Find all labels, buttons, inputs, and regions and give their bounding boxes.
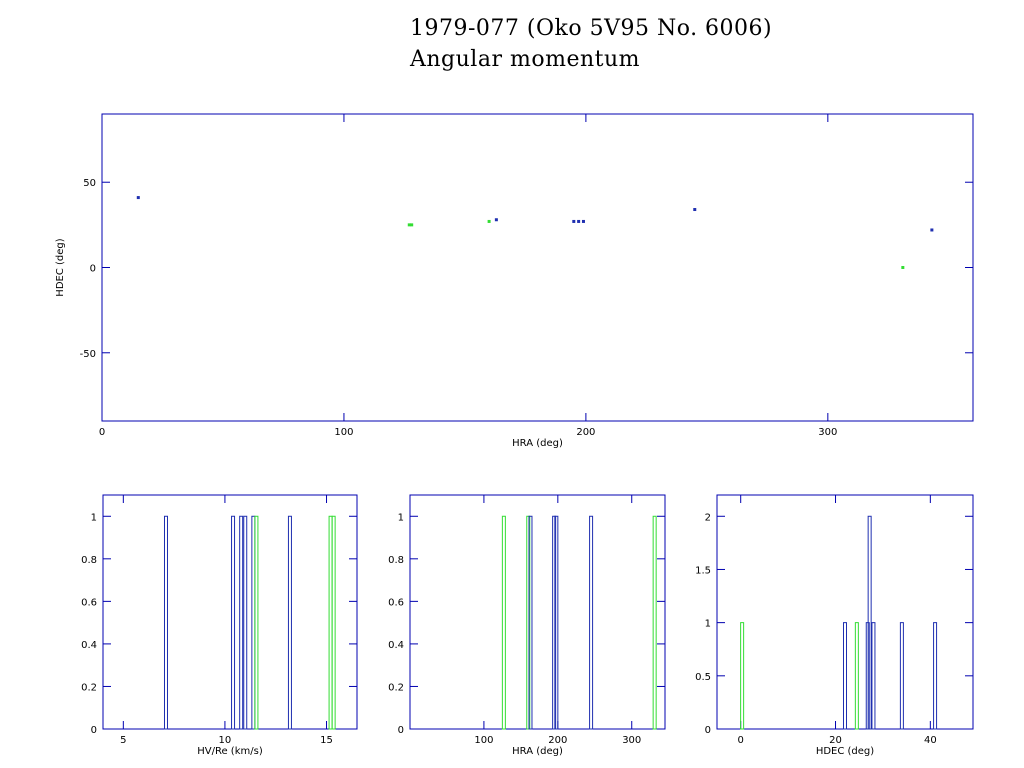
histogram-bar — [243, 515, 248, 730]
x-tick-label: 5 — [120, 735, 126, 746]
histogram-bar — [843, 622, 847, 730]
y-tick-label: 1 — [705, 619, 711, 630]
histogram-bar — [871, 622, 876, 730]
x-tick-label: 300 — [818, 427, 837, 438]
data-point — [901, 266, 905, 269]
chart-title: 1979-077 (Oko 5V95 No. 6006) — [410, 16, 773, 41]
data-point — [930, 228, 934, 232]
histogram-bar — [589, 515, 594, 730]
data-point — [572, 219, 576, 223]
data-point — [693, 208, 697, 212]
x-tick-label: 0 — [738, 735, 744, 746]
y-tick-label: -50 — [80, 349, 96, 360]
histogram-bar — [854, 622, 859, 730]
data-point — [494, 218, 498, 222]
histogram-bar — [231, 515, 236, 730]
y-tick-label: 0.6 — [81, 597, 97, 608]
histogram-bar — [526, 515, 531, 730]
x-tick-label: 0 — [99, 427, 105, 438]
histogram-bar — [528, 515, 533, 730]
histogram-bar — [933, 622, 938, 730]
y-tick-label: 50 — [83, 178, 96, 189]
x-tick-label: 200 — [548, 735, 567, 746]
x-axis-label: HDEC (deg) — [816, 746, 874, 757]
histogram-bar — [239, 515, 244, 730]
y-tick-label: 0 — [398, 725, 404, 736]
y-tick-label: 0 — [705, 725, 711, 736]
histogram-bar — [899, 622, 904, 730]
plot-frame — [102, 494, 358, 730]
x-tick-label: 10 — [219, 735, 232, 746]
y-tick-label: 0.8 — [388, 555, 404, 566]
x-axis-label: HV/Re (km/s) — [197, 746, 263, 757]
y-axis-label: HDEC (deg) — [55, 238, 66, 296]
y-tick-label: 0 — [90, 264, 96, 275]
data-point — [487, 219, 491, 223]
y-tick-label: 0.4 — [388, 640, 404, 651]
histogram-bar — [867, 515, 872, 730]
histogram-bar — [163, 515, 168, 730]
y-tick-label: 1 — [398, 512, 404, 523]
y-tick-label: 0 — [91, 725, 97, 736]
histogram-bar — [740, 622, 745, 730]
x-tick-label: 300 — [622, 735, 641, 746]
y-tick-label: 1 — [91, 512, 97, 523]
y-tick-label: 1.5 — [695, 565, 711, 576]
histogram-bar — [554, 515, 559, 730]
x-axis-label: HRA (deg) — [512, 746, 563, 757]
y-tick-label: 0.2 — [81, 682, 97, 693]
x-tick-label: 100 — [474, 735, 493, 746]
x-tick-label: 20 — [829, 735, 842, 746]
x-tick-label: 15 — [320, 735, 333, 746]
data-point — [410, 223, 414, 227]
histogram-bar — [287, 515, 292, 730]
y-tick-label: 2 — [705, 512, 711, 523]
y-tick-label: 0.6 — [388, 597, 404, 608]
y-tick-label: 0.4 — [81, 640, 97, 651]
histogram-bar — [652, 515, 657, 730]
plot-frame — [716, 494, 974, 730]
plot-frame — [101, 113, 974, 422]
y-tick-label: 0.5 — [695, 672, 711, 683]
histogram-bar — [254, 515, 259, 730]
x-tick-label: 200 — [576, 427, 595, 438]
histogram-bar — [331, 515, 336, 730]
chart-subtitle: Angular momentum — [410, 47, 640, 72]
x-tick-label: 100 — [334, 427, 353, 438]
plot-frame — [409, 494, 666, 730]
data-point — [136, 196, 140, 200]
data-point — [407, 223, 411, 227]
histogram-bar — [501, 515, 506, 730]
histogram-bar — [552, 515, 557, 730]
x-tick-label: 40 — [924, 735, 937, 746]
data-point — [581, 219, 585, 223]
y-tick-label: 0.2 — [388, 682, 404, 693]
x-axis-label: HRA (deg) — [512, 438, 563, 449]
y-tick-label: 0.8 — [81, 555, 97, 566]
data-point — [577, 219, 581, 223]
